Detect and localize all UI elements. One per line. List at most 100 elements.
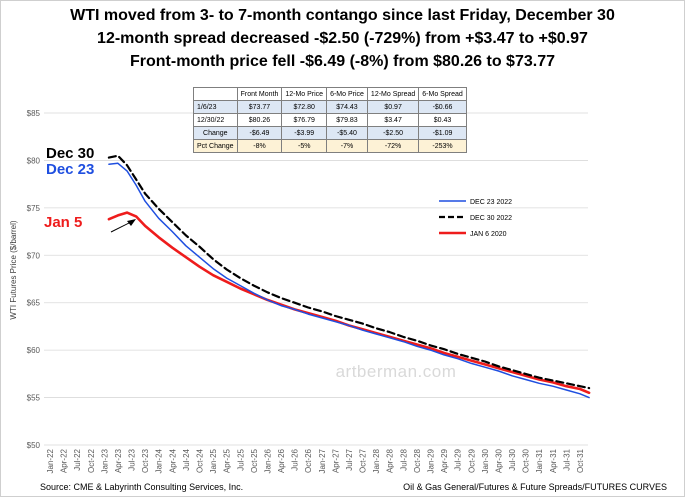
x-tick-label: Oct-28 <box>413 448 422 473</box>
header-cell: 12-Mo Spread <box>366 87 420 101</box>
x-tick-label: Apr-24 <box>168 448 177 473</box>
x-axis-ticks: Jan-22 Apr-22 Jul-22 Oct-22 Jan-23 Apr-23 Jul-… <box>46 448 585 473</box>
x-tick-label: Oct-29 <box>467 448 476 473</box>
row-label: 1/6/23 <box>193 100 238 114</box>
annotation-arrow <box>110 219 136 233</box>
x-tick-label: Oct-30 <box>522 448 531 473</box>
x-tick-label: Jul-24 <box>182 448 191 470</box>
table-cell: $73.77 <box>236 100 283 114</box>
header-cell <box>193 87 238 101</box>
x-tick-label: Apr-28 <box>386 448 395 473</box>
x-tick-label: Jul-28 <box>399 448 408 470</box>
table-cell: -$2.50 <box>366 126 420 140</box>
legend-label: JAN 6 2020 <box>470 231 507 238</box>
table-cell: $80.26 <box>236 113 283 127</box>
y-tick-label: $60 <box>27 346 41 355</box>
annotation-dec30: Dec 30 <box>46 145 94 162</box>
x-tick-label: Jan-23 <box>100 448 109 473</box>
x-tick-label: Apr-31 <box>549 448 558 473</box>
x-tick-label: Jul-31 <box>562 448 571 470</box>
legend-label: DEC 23 2022 <box>470 199 512 206</box>
series-line-1 <box>107 154 591 390</box>
y-tick-label: $80 <box>27 156 41 165</box>
gridlines <box>44 112 588 446</box>
table-cell: -7% <box>326 139 368 153</box>
x-tick-label: Jan-26 <box>263 448 272 473</box>
table-cell: -$0.66 <box>418 100 467 114</box>
annotation-dec23: Dec 23 <box>46 161 94 178</box>
table-row: Pct Change -8% -5% -7% -72% -253% <box>193 139 467 153</box>
table-cell: -$1.09 <box>418 126 467 140</box>
x-tick-label: Oct-22 <box>87 448 96 473</box>
x-tick-label: Jan-25 <box>209 448 218 473</box>
header-cell: Front Month <box>236 87 283 101</box>
y-tick-label: $85 <box>27 109 41 118</box>
x-tick-label: Apr-26 <box>277 448 286 473</box>
table-cell: -$3.99 <box>281 126 328 140</box>
table-cell: $0.43 <box>418 113 467 127</box>
y-tick-label: $70 <box>27 251 41 260</box>
y-tick-label: $75 <box>27 204 41 213</box>
x-tick-label: Jul-27 <box>345 448 354 470</box>
chart-title-line-1: WTI moved from 3- to 7-month contango si… <box>70 7 615 24</box>
x-tick-label: Apr-25 <box>223 448 232 473</box>
y-tick-label: $65 <box>27 299 41 308</box>
x-tick-label: Jan-24 <box>155 448 164 473</box>
summary-table-header: Front Month 12-Mo Price 6-Mo Price 12-Mo… <box>193 87 467 101</box>
x-tick-label: Oct-31 <box>576 448 585 473</box>
y-tick-label: $55 <box>27 394 41 403</box>
source-note: Source: CME & Labyrinth Consulting Servi… <box>40 482 244 492</box>
table-row: 12/30/22 $80.26 $76.79 $79.83 $3.47 $0.4… <box>193 113 467 127</box>
x-tick-label: Jul-29 <box>454 448 463 470</box>
y-tick-label: $50 <box>27 441 41 450</box>
x-tick-label: Oct-27 <box>359 448 368 473</box>
y-axis-ticks: $50 $55 $60 $65 $70 $75 $80 $85 <box>27 109 41 450</box>
x-tick-label: Jul-22 <box>73 448 82 470</box>
summary-table: Front Month 12-Mo Price 6-Mo Price 12-Mo… <box>193 87 467 153</box>
chart-title-line-3: Front-month price fell -$6.49 (-8%) from… <box>129 53 555 70</box>
row-label: Pct Change <box>193 139 238 153</box>
legend-label: DEC 30 2022 <box>470 215 512 222</box>
x-tick-label: Apr-30 <box>494 448 503 473</box>
table-cell: -$6.49 <box>236 126 283 140</box>
table-cell: -$5.40 <box>326 126 368 140</box>
table-cell: $3.47 <box>366 113 420 127</box>
annotation-jan5: Jan 5 <box>44 214 82 231</box>
table-cell: -5% <box>281 139 328 153</box>
row-label: Change <box>193 126 238 140</box>
header-cell: 6-Mo Price <box>326 87 368 101</box>
chart-title-line-2: 12-month spread decreased -$2.50 (-729%)… <box>97 30 588 47</box>
y-axis-label: WTI Futures Price ($/barrel) <box>9 220 18 319</box>
x-tick-label: Jan-28 <box>372 448 381 473</box>
x-tick-label: Oct-26 <box>304 448 313 473</box>
table-cell: -8% <box>236 139 283 153</box>
watermark-text: artberman.com <box>336 362 457 381</box>
row-label: 12/30/22 <box>193 113 238 127</box>
x-tick-label: Apr-23 <box>114 448 123 473</box>
table-cell: $76.79 <box>281 113 328 127</box>
series-line-0 <box>108 162 590 399</box>
table-row: Change -$6.49 -$3.99 -$5.40 -$2.50 -$1.0… <box>193 126 467 140</box>
caption-note: Oil & Gas General/Futures & Future Sprea… <box>403 482 667 492</box>
header-cell: 6-Mo Spread <box>418 87 467 101</box>
x-tick-label: Apr-22 <box>60 448 69 473</box>
x-tick-label: Jul-25 <box>236 448 245 470</box>
legend: DEC 23 2022 DEC 30 2022 JAN 6 2020 <box>439 199 512 238</box>
header-cell: 12-Mo Price <box>281 87 328 101</box>
x-tick-label: Oct-25 <box>250 448 259 473</box>
x-tick-label: Jan-27 <box>318 448 327 473</box>
table-cell: $72.80 <box>281 100 328 114</box>
x-tick-label: Jan-31 <box>535 448 544 473</box>
x-tick-label: Jul-30 <box>508 448 517 470</box>
x-tick-label: Oct-23 <box>141 448 150 473</box>
table-cell: -72% <box>366 139 420 153</box>
x-tick-label: Jul-26 <box>291 448 300 470</box>
table-cell: $74.43 <box>326 100 368 114</box>
table-cell: $0.97 <box>366 100 420 114</box>
x-tick-label: Jan-22 <box>46 448 55 473</box>
series-lines <box>107 154 591 399</box>
x-tick-label: Apr-27 <box>331 448 340 473</box>
table-row: 1/6/23 $73.77 $72.80 $74.43 $0.97 -$0.66 <box>193 100 467 114</box>
table-cell: -253% <box>418 139 467 153</box>
